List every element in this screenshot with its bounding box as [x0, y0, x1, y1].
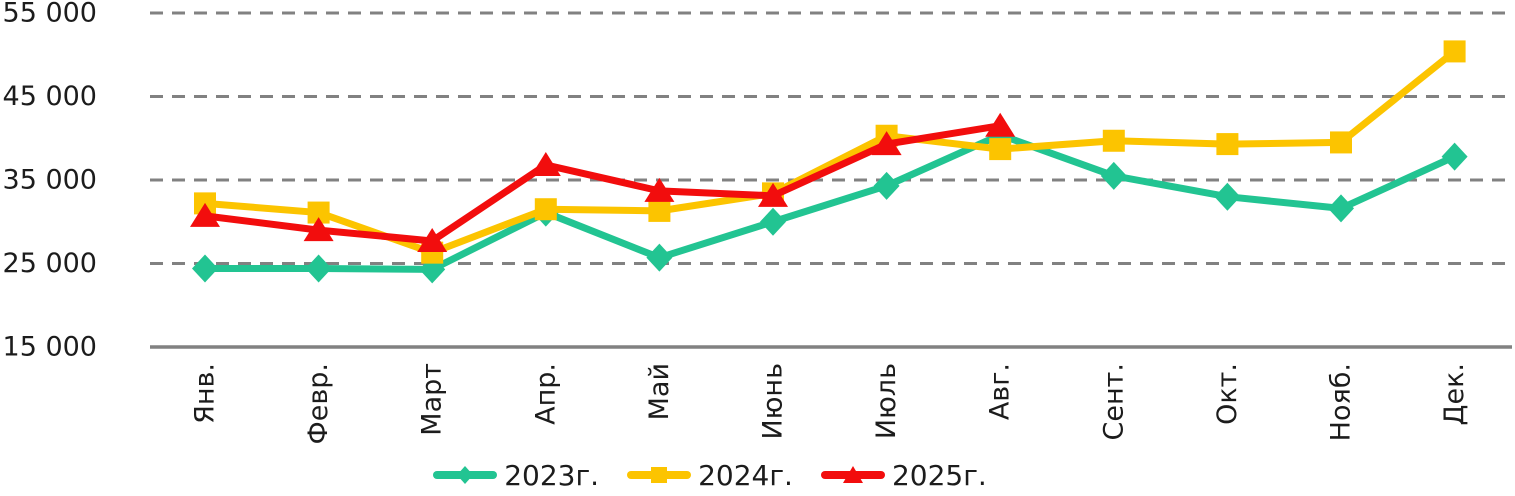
square-marker-icon [648, 199, 671, 222]
legend-swatch-diamond-icon [433, 466, 498, 484]
x-axis-category-label: Март [417, 363, 448, 436]
x-axis-category-label: Окт. [1212, 363, 1243, 425]
diamond-marker-icon [305, 254, 332, 283]
triangle-marker-icon [985, 112, 1016, 137]
triangle-marker-icon [303, 217, 334, 242]
legend-item-2025г.: 2025г. [820, 458, 987, 492]
diamond-marker-icon [1100, 161, 1127, 190]
square-marker-icon [989, 138, 1012, 161]
x-axis-category-label: Сент. [1098, 363, 1129, 440]
legend-item-2023г.: 2023г. [433, 459, 599, 492]
square-marker-icon [1330, 131, 1352, 154]
diamond-marker-icon [646, 243, 673, 272]
square-marker-icon [534, 198, 557, 221]
diamond-marker-icon [1328, 194, 1354, 223]
triangle-marker-icon [530, 151, 561, 176]
triangle-marker-icon [644, 177, 675, 202]
triangle-marker-icon [871, 131, 902, 156]
triangle-marker-icon [190, 202, 220, 227]
diamond-marker-icon [457, 466, 474, 484]
x-axis-category-label: Янв. [190, 363, 221, 424]
x-axis-category-label: Февр. [303, 363, 334, 445]
series-line-2025г. [201, 122, 1004, 245]
series-line-2023г. [201, 131, 1459, 273]
x-axis-category-label: Июнь [758, 363, 789, 440]
y-axis-tick-label: 55 000 [3, 0, 97, 29]
square-marker-icon [1443, 40, 1466, 63]
series-line-2024г. [201, 47, 1459, 257]
diamond-marker-icon [873, 171, 900, 200]
y-axis-tick-label: 25 000 [3, 248, 97, 279]
diamond-marker-icon [760, 207, 786, 236]
y-axis-tick-label: 35 000 [3, 165, 97, 196]
square-marker-icon [1102, 129, 1125, 152]
diamond-marker-icon [192, 254, 218, 283]
legend-swatch-triangle-icon [820, 466, 885, 483]
diamond-marker-icon [1441, 142, 1468, 171]
legend-item-2024г.: 2024г. [627, 459, 793, 492]
chart-legend: 2023г. 2024г. 2025г. [0, 456, 1420, 494]
triangle-marker-icon [842, 466, 863, 483]
square-marker-icon [1216, 133, 1239, 156]
x-axis-category-label: Дек. [1439, 363, 1470, 426]
legend-swatch-square-icon [627, 467, 692, 483]
legend-label: 2025г. [891, 458, 987, 492]
x-axis-category-label: Июль [871, 363, 902, 439]
triangle-marker-icon [758, 182, 788, 207]
x-axis-category-label: Май [644, 363, 675, 420]
square-marker-icon [307, 201, 330, 224]
x-axis-category-label: Авг. [985, 363, 1016, 420]
square-marker-icon [651, 467, 668, 483]
legend-label: 2024г. [698, 458, 793, 492]
x-axis-category-label: Нояб. [1326, 363, 1357, 441]
series-2025г. [190, 112, 1016, 252]
y-axis-tick-label: 15 000 [3, 332, 97, 363]
y-axis-tick-label: 45 000 [3, 81, 97, 112]
triangle-marker-icon [417, 227, 448, 252]
diamond-marker-icon [1214, 182, 1241, 211]
legend-label: 2023г. [504, 458, 600, 492]
series-2024г. [194, 40, 1466, 264]
x-axis-category-label: Апр. [530, 363, 561, 425]
